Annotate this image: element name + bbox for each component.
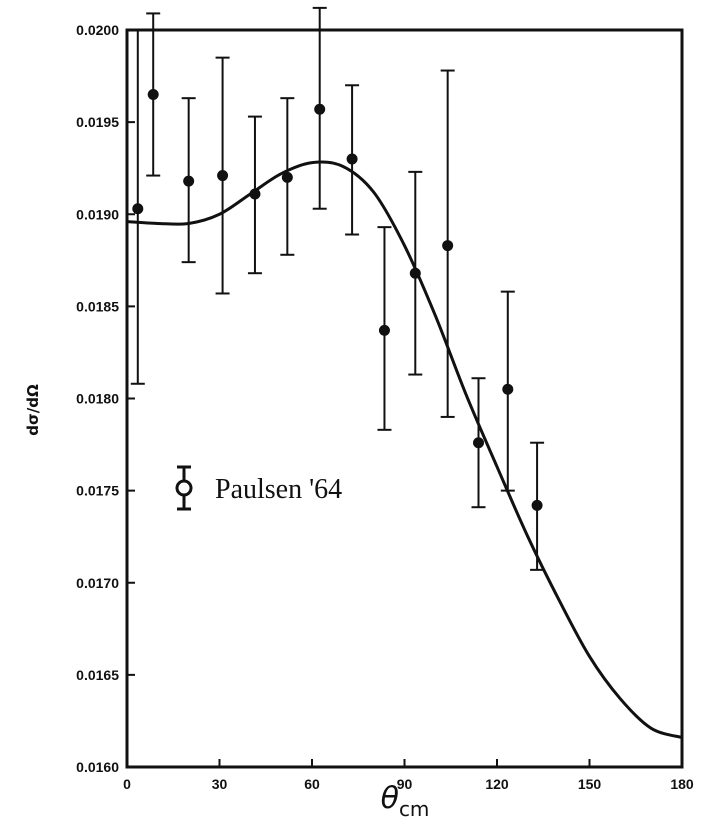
plot-border xyxy=(125,28,684,769)
y-tick-label: 0.0190 xyxy=(76,206,119,222)
fit-curve-layer xyxy=(126,160,683,739)
data-point xyxy=(440,69,455,418)
data-point-marker xyxy=(378,324,390,336)
x-axis-label-main: θ xyxy=(381,781,399,816)
y-axis-ticks: 0.0160 0.0165 0.0170 0.0175 0.0180 0.0185 0.01… xyxy=(76,22,135,775)
y-tick-label: 0.0175 xyxy=(76,483,119,499)
legend-marker-icon xyxy=(175,479,193,497)
data-point-marker xyxy=(183,175,195,187)
x-axis-label: θcm xyxy=(381,781,430,821)
data-point-marker xyxy=(409,267,421,279)
fit-curve xyxy=(126,160,683,739)
data-point xyxy=(247,115,262,275)
data-point-marker xyxy=(346,153,358,165)
x-tick-label: 180 xyxy=(670,776,694,792)
legend-label: Paulsen '64 xyxy=(215,474,342,505)
data-point-marker xyxy=(132,203,144,215)
x-tick-label: 60 xyxy=(304,776,320,792)
data-point-marker xyxy=(281,171,293,183)
x-axis-ticks: 0 30 60 90 120 150 180 xyxy=(123,759,694,792)
data-point-marker xyxy=(473,437,484,449)
data-point xyxy=(130,29,145,385)
y-tick-label: 0.0170 xyxy=(76,575,119,591)
y-tick-label: 0.0195 xyxy=(76,114,119,130)
plot-frame xyxy=(125,28,684,769)
y-tick-label: 0.0185 xyxy=(76,298,119,314)
data-point xyxy=(471,377,486,509)
data-point-marker xyxy=(502,383,514,395)
data-points-layer xyxy=(130,6,545,571)
data-point-marker xyxy=(531,499,543,511)
y-tick-label: 0.0200 xyxy=(76,22,119,38)
data-point-marker xyxy=(442,240,454,252)
data-point-marker xyxy=(147,88,159,100)
x-tick-label: 120 xyxy=(485,776,509,792)
data-point xyxy=(530,441,545,571)
legend: Paulsen '64 xyxy=(175,465,342,511)
x-tick-label: 90 xyxy=(397,776,413,792)
data-point xyxy=(312,6,327,210)
data-point-marker xyxy=(217,170,229,182)
y-tick-label: 0.0180 xyxy=(76,391,119,407)
y-tick-label: 0.0165 xyxy=(76,667,119,683)
data-point xyxy=(377,226,392,431)
x-tick-label: 0 xyxy=(123,776,131,792)
data-point xyxy=(345,84,360,236)
x-tick-label: 30 xyxy=(212,776,228,792)
data-point xyxy=(181,97,196,264)
y-axis-label: dσ/dΩ xyxy=(24,384,42,436)
data-point-marker xyxy=(314,103,326,115)
data-point xyxy=(500,290,515,492)
data-point xyxy=(215,56,230,295)
data-point xyxy=(408,170,423,376)
data-point-marker xyxy=(249,188,261,200)
y-tick-label: 0.0160 xyxy=(76,759,119,775)
data-point xyxy=(280,97,295,256)
data-point xyxy=(146,12,161,177)
x-tick-label: 150 xyxy=(578,776,602,792)
x-axis-label-sub: cm xyxy=(399,797,429,821)
